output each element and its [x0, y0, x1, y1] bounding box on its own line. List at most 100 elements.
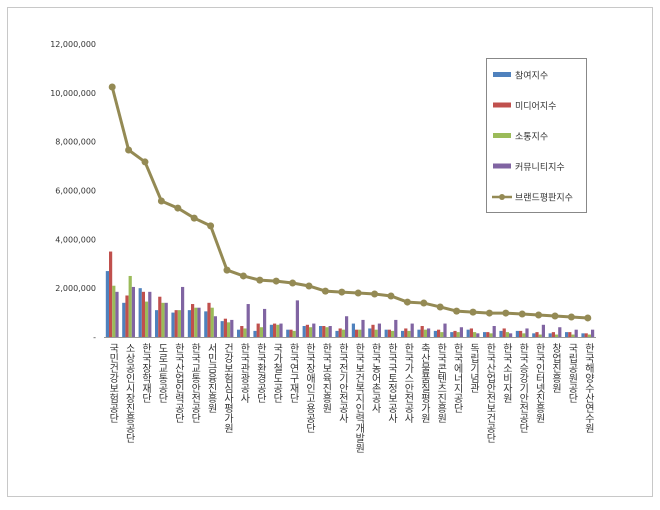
line-marker [535, 311, 543, 319]
bar [505, 332, 509, 337]
line-marker [371, 290, 379, 298]
bar [105, 271, 109, 337]
x-tick-label: 창업진흥원 [550, 343, 562, 393]
bar [125, 295, 129, 337]
bar [489, 333, 493, 337]
bar [181, 286, 185, 337]
bar [581, 333, 585, 337]
y-tick-label: - [93, 333, 96, 342]
bar [335, 330, 339, 337]
x-tick-label: 한국가스안전공사 [402, 343, 414, 424]
bar [197, 307, 201, 337]
x-tick-label: 건강보험심사평가원 [222, 343, 234, 433]
bar [164, 302, 168, 337]
bar [246, 304, 250, 337]
line-marker [141, 158, 149, 166]
bar [483, 332, 487, 337]
bar [420, 326, 424, 337]
bar [522, 333, 526, 337]
legend-label: 참여지수 [515, 70, 548, 82]
x-tick-label: 서민금융진흥원 [205, 343, 217, 413]
bar [145, 301, 149, 337]
bar [355, 329, 359, 337]
bar [551, 332, 555, 337]
y-tick-label: 8,000,000 [55, 138, 96, 147]
bar [177, 310, 181, 337]
bar [243, 328, 247, 337]
legend-label: 브랜드평판지수 [515, 193, 573, 204]
bar [253, 330, 257, 337]
bar [115, 291, 119, 337]
line-marker [190, 214, 198, 222]
bar [148, 291, 152, 337]
line-marker [354, 289, 362, 297]
x-tick-label: 한국보육진흥원 [320, 343, 332, 413]
y-tick-label: 4,000,000 [55, 235, 96, 244]
bar [230, 319, 234, 337]
bar [187, 310, 191, 337]
line-marker [321, 287, 329, 295]
line-marker [584, 314, 592, 322]
bar [440, 332, 444, 337]
line-marker [272, 277, 280, 285]
x-tick-label: 한국전기안전공사 [336, 343, 348, 424]
bar [322, 326, 326, 337]
x-tick-label: 한국산업안전보건공단 [484, 343, 496, 443]
bar [538, 334, 542, 337]
x-tick-label: 국립공원공단 [566, 343, 578, 403]
bar [456, 332, 460, 337]
line-marker [338, 288, 346, 296]
x-tick-label: 한국산업인력공단 [172, 343, 184, 423]
line-marker [207, 222, 215, 230]
bar [515, 330, 519, 337]
bar [437, 329, 441, 337]
bar [486, 332, 490, 337]
line-marker [108, 83, 116, 91]
bar [256, 323, 260, 337]
x-tick-label: 한국소비자원 [500, 343, 512, 403]
bar [417, 329, 421, 337]
x-tick-label: 한국보건복지인력개발원 [353, 343, 365, 453]
bar [259, 327, 263, 337]
bar [319, 326, 323, 337]
x-tick-label: 소상공인시장진흥공단 [123, 343, 135, 443]
line-marker [551, 312, 559, 320]
bar [450, 332, 454, 337]
x-tick-label: 도로교통공단 [156, 343, 168, 403]
legend-label: 미디어지수 [515, 101, 556, 112]
bar [237, 329, 241, 337]
bar [384, 329, 388, 337]
x-tick-label: 축산물품질평가원 [418, 343, 430, 423]
bar [325, 327, 329, 337]
bar [295, 300, 299, 337]
legend-label: 소통지수 [515, 132, 548, 143]
bar [358, 329, 362, 337]
bar [341, 329, 345, 337]
bar [309, 327, 313, 337]
line-marker [453, 307, 461, 315]
bar [423, 329, 427, 337]
bar [174, 310, 178, 337]
x-tick-label: 한국에너지공단 [451, 343, 463, 413]
x-tick-label: 한국교통안전공단 [189, 343, 201, 423]
bar [555, 334, 559, 337]
line-marker [289, 279, 297, 287]
bar [466, 329, 470, 337]
bar [273, 323, 277, 337]
x-tick-label: 한국관광공사 [238, 343, 250, 404]
bar [213, 316, 217, 337]
bar [535, 332, 539, 337]
line-marker [387, 292, 395, 300]
bar [571, 334, 575, 337]
bar [171, 312, 175, 337]
bar [279, 323, 283, 337]
bar [427, 328, 431, 337]
bar [305, 324, 309, 337]
line-marker [174, 204, 182, 212]
line-marker [485, 309, 493, 317]
x-tick-label: 국가철도공단 [271, 343, 283, 403]
bar [391, 330, 395, 337]
x-tick-label: 한국장애인고용공단 [304, 343, 316, 433]
bar [286, 329, 290, 337]
x-tick-label: 한국환경공단 [254, 343, 266, 403]
